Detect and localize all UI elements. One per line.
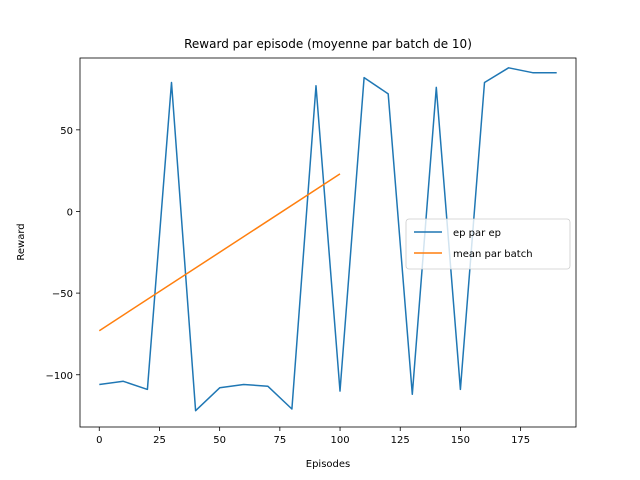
x-tick-label: 50	[213, 435, 226, 446]
x-tick-label: 100	[330, 435, 349, 446]
y-tick-label: −50	[52, 289, 73, 300]
y-tick-label: −100	[46, 371, 73, 382]
legend-entry-ep-par-ep: ep par ep	[453, 228, 501, 239]
legend-box	[405, 218, 571, 270]
chart-title: Reward par episode (moyenne par batch de…	[184, 37, 472, 51]
x-tick-label: 0	[96, 435, 102, 446]
y-tick-label: 0	[67, 207, 73, 218]
y-axis-label: Reward	[16, 223, 27, 260]
x-axis-ticks: 0 25 50 75 100 125 150 175	[96, 427, 530, 446]
x-axis-label: Episodes	[306, 459, 350, 470]
legend-entry-mean-par-batch: mean par batch	[453, 249, 533, 260]
x-tick-label: 25	[153, 435, 166, 446]
x-tick-label: 150	[451, 435, 470, 446]
x-tick-label: 75	[273, 435, 286, 446]
series-line-0	[99, 67, 557, 412]
legend: ep par ep mean par batch	[405, 218, 571, 270]
plot-frame	[79, 57, 577, 428]
x-tick-label: 125	[391, 435, 410, 446]
series-layer	[98, 67, 557, 412]
y-tick-label: 50	[60, 126, 73, 137]
series-line-1	[98, 173, 341, 332]
x-tick-label: 175	[511, 435, 530, 446]
y-axis-ticks: −100 −50 0 50	[46, 126, 80, 382]
